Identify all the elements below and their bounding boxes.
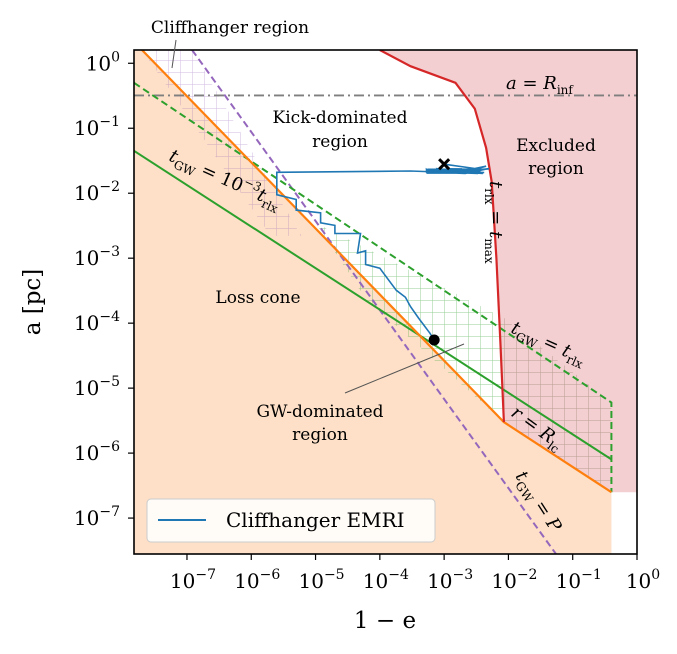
x-tick-label-7: 100 xyxy=(626,567,660,593)
y-tick-label-3: 10−3 xyxy=(74,244,120,270)
x-tick-label-2: 10−5 xyxy=(299,567,345,593)
legend-label: Cliffhanger EMRI xyxy=(226,508,405,532)
x-axis-ticks: 10−7 10−6 10−5 10−4 10−3 10−2 10−1 100 xyxy=(170,554,660,593)
emri-end-marker xyxy=(429,335,440,346)
kick-dominated-label-2: region xyxy=(312,132,368,152)
x-tick-label-6: 10−1 xyxy=(556,567,602,593)
x-tick-label-1: 10−6 xyxy=(234,567,280,593)
legend: Cliffhanger EMRI xyxy=(147,499,435,542)
x-axis-label: 1 − e xyxy=(354,608,416,634)
cliffhanger-label: Cliffhanger region xyxy=(151,18,309,38)
loss-cone-label: Loss cone xyxy=(215,288,300,308)
y-tick-label-2: 10−2 xyxy=(74,179,120,205)
y-axis-ticks: 100 10−1 10−2 10−3 10−4 10−5 10−6 10−7 xyxy=(74,49,134,530)
x-tick-label-4: 10−3 xyxy=(427,567,473,593)
excluded-label-2: region xyxy=(528,159,584,179)
x-tick-label-5: 10−2 xyxy=(491,567,537,593)
gw-dominated-label-1: GW-dominated xyxy=(256,402,383,422)
x-tick-label-0: 10−7 xyxy=(170,567,216,593)
y-tick-label-1: 10−1 xyxy=(74,114,120,140)
y-axis-label: a [pc] xyxy=(20,269,46,336)
x-tick-label-3: 10−4 xyxy=(363,567,409,593)
phase-space-chart: 10−7 10−6 10−5 10−4 10−3 10−2 10−1 100 10010−11… xyxy=(0,0,677,654)
y-tick-label-4: 10−4 xyxy=(74,309,120,335)
y-tick-label-6: 10−6 xyxy=(74,439,120,465)
y-tick-label-0: 100 xyxy=(86,49,120,75)
y-tick-label-5: 10−5 xyxy=(74,374,120,400)
excluded-label-1: Excluded xyxy=(516,136,596,156)
y-tick-label-7: 10−7 xyxy=(74,504,120,530)
gw-dominated-label-2: region xyxy=(292,425,348,445)
kick-dominated-label-1: Kick-dominated xyxy=(273,108,408,128)
